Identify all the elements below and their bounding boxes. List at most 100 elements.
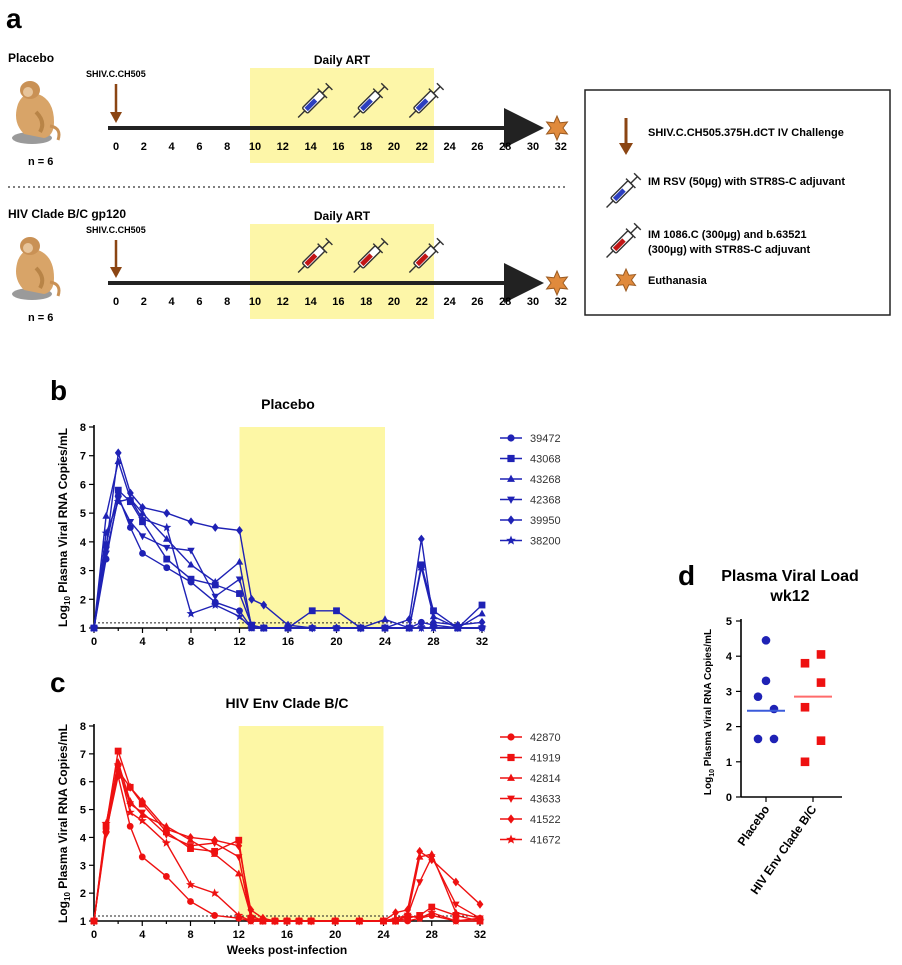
panel-letter-c: c	[50, 667, 66, 698]
timeline-tick-label: 26	[471, 296, 483, 308]
y-axis-label: Log10 Plasma Viral RNA Copies/mL	[56, 724, 72, 923]
data-point	[210, 600, 220, 609]
art-shaded-region	[239, 427, 385, 628]
data-point	[428, 903, 436, 911]
euthanasia-star-icon	[615, 267, 637, 293]
timeline-tick-label: 6	[196, 296, 202, 308]
data-point	[405, 614, 413, 624]
data-point	[452, 877, 460, 887]
x-tick-label: 24	[377, 929, 390, 941]
timeline-tick-label: 30	[527, 141, 539, 153]
x-axis-label: Weeks post-infection	[227, 943, 347, 957]
data-point	[138, 796, 146, 806]
timeline-tick-label: 26	[471, 141, 483, 153]
legend-label: 39472	[530, 433, 561, 445]
data-point	[246, 916, 256, 925]
data-point	[391, 916, 401, 925]
data-point	[330, 916, 340, 925]
data-point	[138, 514, 147, 523]
y-tick-label: 5	[80, 508, 86, 520]
data-point	[452, 912, 460, 919]
data-point	[162, 873, 170, 880]
data-point	[163, 564, 171, 572]
data-point	[356, 623, 366, 632]
legend-marker	[507, 515, 515, 525]
data-point	[761, 676, 771, 686]
euthanasia-star	[545, 269, 569, 297]
legend-label: 41919	[530, 753, 561, 765]
x-tick-label: 12	[233, 636, 245, 648]
timeline-tick-label: 22	[416, 296, 428, 308]
panel-letter-d: d	[678, 560, 695, 591]
data-point	[294, 916, 304, 925]
timeline-tick-label: 12	[277, 141, 289, 153]
data-point	[114, 747, 122, 755]
data-point	[753, 734, 763, 744]
data-point	[125, 807, 135, 817]
legend-marker	[507, 496, 515, 504]
data-point	[187, 575, 195, 583]
data-point	[283, 623, 293, 632]
y-tick-label: 7	[80, 451, 86, 463]
data-point	[234, 910, 244, 920]
legend-marker	[507, 795, 515, 803]
data-point	[404, 623, 414, 632]
data-point	[258, 916, 268, 925]
x-tick-label: 28	[427, 636, 439, 648]
art-label: Daily ART	[314, 209, 371, 223]
data-point	[478, 609, 486, 617]
y-tick-label: 4	[80, 537, 87, 549]
challenge-arrowhead	[110, 112, 122, 123]
legend-marker	[507, 454, 515, 463]
panel-letter-a: a	[6, 3, 22, 34]
series-41672	[89, 760, 485, 925]
data-point	[162, 831, 171, 839]
chart-title: Plasma Viral Load	[721, 568, 859, 585]
syringe-icon	[297, 237, 333, 273]
data-point	[333, 607, 340, 615]
panel-d-chart: Plasma Viral Load wk12 0 1 2 3 4 5 Log10 Plasma …	[703, 568, 859, 897]
data-point	[235, 611, 244, 621]
data-point	[429, 623, 438, 632]
data-point	[379, 916, 388, 925]
data-point	[428, 855, 436, 865]
timeline-tick-label: 16	[332, 141, 344, 153]
timeline-tick-label: 28	[499, 141, 511, 153]
data-point	[211, 581, 219, 589]
data-point	[163, 544, 171, 552]
legend-challenge-text: SHIV.C.CH505.375H.dCT IV Challenge	[648, 127, 844, 139]
monkey-icon	[12, 237, 61, 300]
legend-label: 41672	[530, 835, 561, 847]
data-point	[816, 736, 826, 745]
timeline-tick-label: 24	[443, 296, 456, 308]
data-point	[114, 486, 122, 494]
syringe-icon	[408, 237, 445, 273]
syringe-icon	[297, 82, 333, 118]
y-tick-label: 2	[80, 594, 86, 606]
data-point	[139, 502, 146, 512]
data-point	[187, 833, 194, 842]
data-point	[138, 809, 146, 817]
data-point	[137, 816, 147, 825]
x-tick-label: 4	[139, 929, 146, 941]
data-point	[235, 836, 243, 844]
data-point	[816, 650, 826, 659]
data-point	[307, 623, 317, 632]
y-tick-label: 4	[726, 651, 733, 663]
data-point	[248, 594, 256, 604]
data-point	[404, 905, 412, 915]
x-tick-label: 0	[91, 636, 97, 648]
legend-env-text-1: IM 1086.C (300µg) and b.63521	[648, 229, 807, 241]
legend-marker	[507, 773, 515, 781]
timeline-tick-label: 32	[555, 141, 567, 153]
y-tick-label: 3	[726, 686, 732, 698]
y-tick-label: 6	[80, 479, 86, 491]
timeline-tick-label: 14	[304, 141, 317, 153]
timeline-tick-label: 8	[224, 296, 230, 308]
timeline-tick-label: 8	[224, 141, 230, 153]
art-label: Daily ART	[314, 53, 371, 67]
euthanasia-star	[545, 114, 569, 142]
data-point	[101, 528, 111, 538]
